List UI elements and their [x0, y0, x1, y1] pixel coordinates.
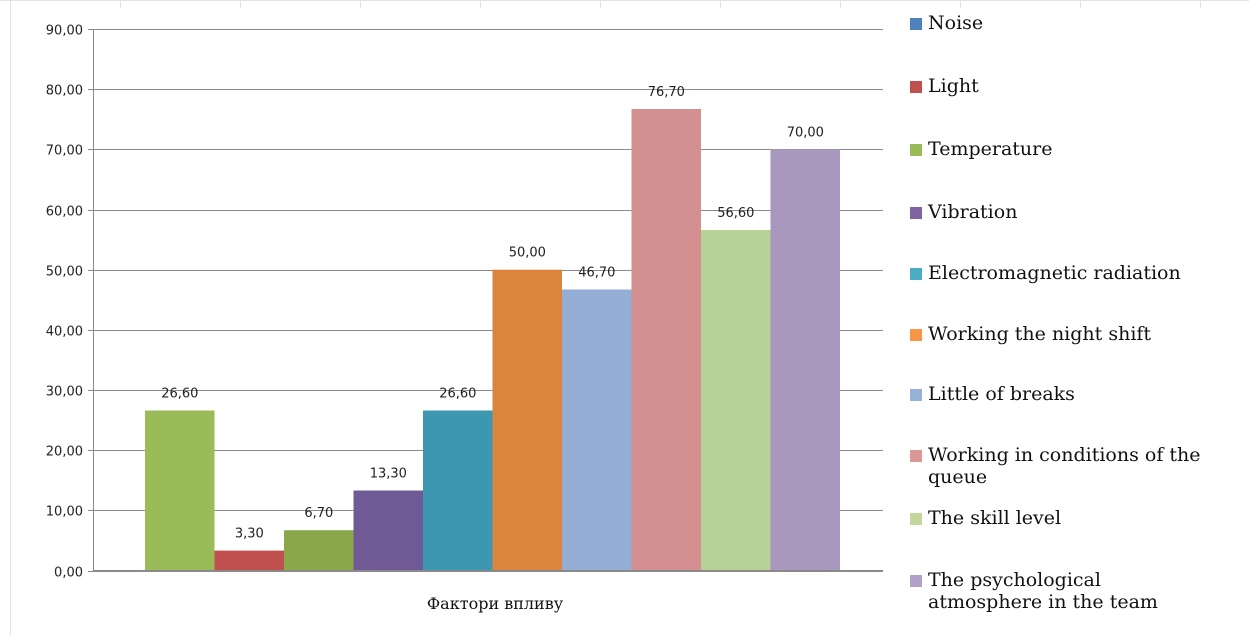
legend-label: Working the night shift — [928, 323, 1152, 345]
y-tick-label: 10,00 — [46, 505, 83, 520]
bar-working-in-conditions-of-the-queue — [631, 109, 701, 571]
y-tick-label: 60,00 — [46, 205, 83, 220]
data-label: 46,70 — [578, 266, 615, 281]
bar-temperature — [284, 530, 354, 571]
legend-label: Temperature — [928, 138, 1053, 160]
legend-swatch — [910, 81, 922, 93]
bar-vibration — [353, 490, 423, 571]
data-label: 70,00 — [787, 125, 824, 140]
bar-noise — [145, 410, 215, 571]
y-tick-label: 90,00 — [46, 24, 83, 39]
data-label: 26,60 — [439, 387, 476, 402]
legend-item: Electromagnetic radiation — [910, 262, 1218, 284]
legend-item: The psychological atmosphere in the team — [910, 569, 1218, 613]
bar-electromagnetic-radiation — [423, 410, 493, 571]
legend-swatch — [910, 450, 922, 462]
legend-label: Vibration — [928, 201, 1018, 223]
y-tick-label: 40,00 — [46, 325, 83, 340]
legend-label: The skill level — [928, 507, 1062, 529]
x-axis-label: Фактори впливу — [427, 594, 564, 613]
legend-item: Vibration — [910, 201, 1218, 223]
legend-item: Temperature — [910, 138, 1218, 160]
bar-light — [214, 550, 284, 571]
legend-label: Electromagnetic radiation — [928, 262, 1181, 284]
y-tick-label: 50,00 — [46, 265, 83, 280]
legend-label: Working in conditions of the queue — [928, 444, 1201, 488]
legend-swatch — [910, 513, 922, 525]
y-tick-label: 30,00 — [46, 385, 83, 400]
legend-label: The psychological atmosphere in the team — [928, 569, 1158, 613]
y-axis-tick-labels: 0,00 10,00 20,00 30,00 40,00 50,00 60,00 70,00 8… — [46, 24, 83, 581]
legend-swatch — [910, 575, 922, 587]
legend-item: Working in conditions of the queue — [910, 444, 1218, 488]
data-label: 26,60 — [161, 387, 198, 402]
legend-item: The skill level — [910, 507, 1218, 529]
legend-swatch — [910, 18, 922, 30]
legend-item: Little of breaks — [910, 383, 1218, 405]
legend-item: Light — [910, 75, 1218, 97]
legend-label: Noise — [928, 12, 984, 34]
data-label: 76,70 — [648, 85, 685, 100]
data-labels: 26,60 3,30 6,70 13,30 26,60 50,00 46,70 76,70 56… — [161, 85, 824, 542]
legend-swatch — [910, 389, 922, 401]
legend-item: Working the night shift — [910, 323, 1218, 345]
legend-swatch — [910, 207, 922, 219]
y-tick-label: 80,00 — [46, 84, 83, 99]
y-tick-label: 70,00 — [46, 144, 83, 159]
bar-little-of-breaks — [562, 289, 632, 571]
legend-item: Noise — [910, 12, 1218, 34]
data-label: 56,60 — [717, 206, 754, 221]
legend-label: Little of breaks — [928, 383, 1075, 405]
bar-the-psychological-atmosphere-in-the-team — [770, 149, 840, 571]
legend-swatch — [910, 329, 922, 341]
data-label: 6,70 — [304, 506, 333, 521]
y-tick-label: 0,00 — [54, 566, 83, 581]
y-tick-label: 20,00 — [46, 445, 83, 460]
data-label: 3,30 — [235, 527, 264, 542]
legend-swatch — [910, 268, 922, 280]
bars — [145, 109, 840, 571]
data-label: 13,30 — [370, 467, 407, 482]
bar-working-the-night-shift — [492, 269, 562, 571]
bar-the-skill-level — [701, 230, 771, 571]
data-label: 50,00 — [509, 246, 546, 261]
legend-label: Light — [928, 75, 979, 97]
legend-swatch — [910, 144, 922, 156]
